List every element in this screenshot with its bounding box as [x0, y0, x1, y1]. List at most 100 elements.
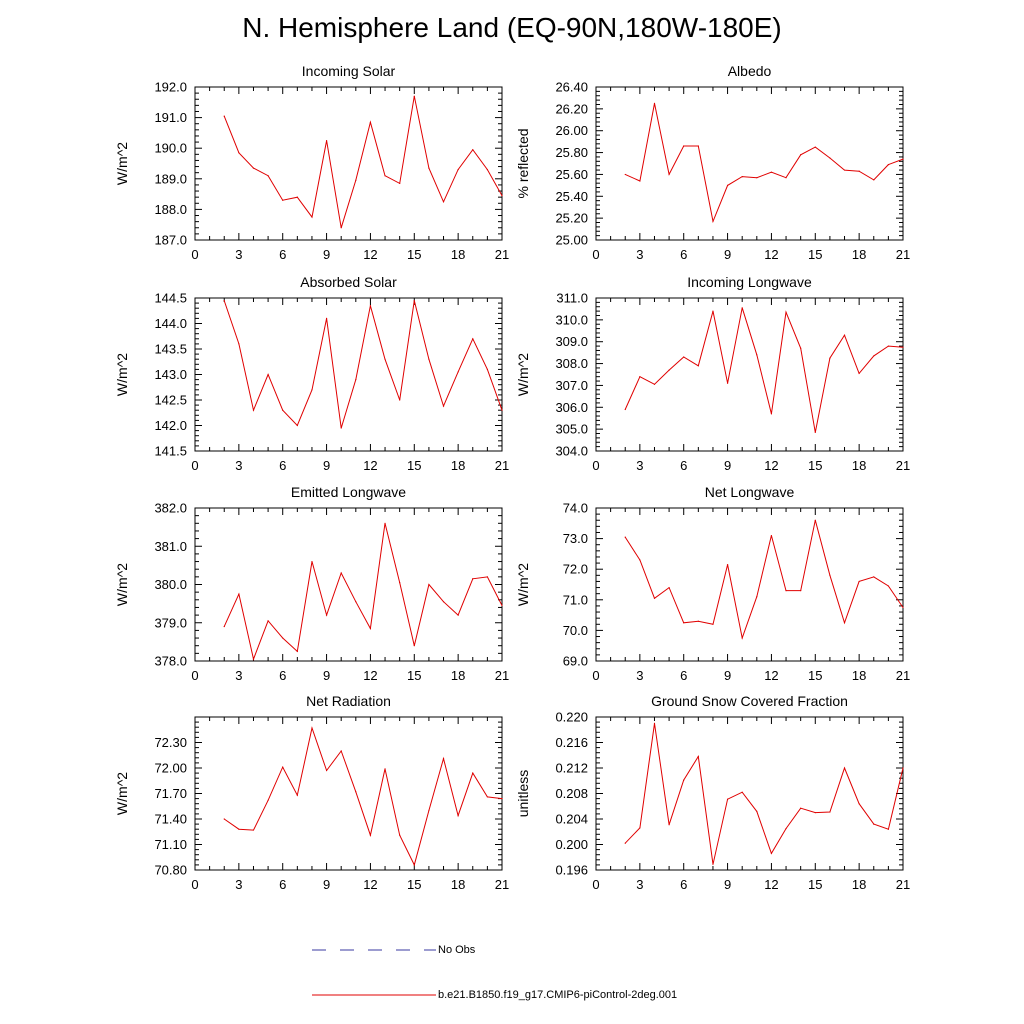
data-point — [697, 620, 699, 622]
legend-model-label: b.e21.B1850.f19_g17.CMIP6-piControl-2deg… — [438, 989, 678, 1001]
chart-title: Absorbed Solar — [300, 274, 397, 290]
y-axis-label: % reflected — [515, 128, 531, 198]
chart-title: Net Longwave — [705, 484, 795, 500]
x-tick-label: 9 — [323, 247, 330, 262]
data-point — [369, 305, 372, 307]
y-tick-label: 26.00 — [555, 123, 588, 138]
chart-title: Incoming Longwave — [687, 274, 812, 290]
data-point — [472, 772, 474, 774]
y-tick-label: 0.208 — [555, 786, 588, 801]
data-point — [399, 182, 401, 184]
data-point — [902, 606, 904, 609]
x-tick-label: 12 — [764, 877, 778, 892]
data-point — [785, 177, 787, 179]
x-tick-label: 9 — [323, 877, 330, 892]
data-point — [428, 358, 430, 360]
data-point — [668, 369, 670, 371]
data-point — [653, 102, 656, 104]
y-tick-label: 71.0 — [563, 592, 588, 607]
data-point — [712, 310, 714, 312]
data-point — [697, 755, 699, 758]
x-tick-label: 9 — [724, 458, 731, 473]
x-tick-label: 6 — [680, 458, 687, 473]
data-point — [355, 179, 357, 181]
y-tick-label: 71.70 — [154, 786, 187, 801]
data-point — [800, 807, 802, 809]
y-tick-label: 309.0 — [555, 334, 588, 349]
x-tick-label: 12 — [363, 247, 377, 262]
plot-frame — [194, 86, 503, 241]
x-tick-label: 18 — [451, 877, 465, 892]
x-tick-label: 9 — [323, 458, 330, 473]
x-tick-label: 3 — [636, 247, 643, 262]
data-point — [311, 216, 313, 218]
data-point — [472, 149, 474, 151]
data-point — [413, 299, 415, 302]
x-tick-label: 15 — [407, 877, 421, 892]
data-point — [296, 650, 298, 653]
data-point — [639, 827, 641, 829]
data-point — [442, 758, 445, 760]
y-tick-label: 25.00 — [555, 233, 588, 248]
x-tick-label: 15 — [808, 458, 822, 473]
x-tick-label: 0 — [191, 458, 198, 473]
series-line — [624, 520, 904, 640]
x-tick-label: 0 — [191, 877, 198, 892]
x-tick-label: 15 — [808, 668, 822, 683]
data-point — [887, 163, 889, 166]
data-point — [428, 583, 430, 586]
data-point — [814, 146, 816, 148]
data-point — [296, 794, 298, 796]
plot-frame — [194, 297, 503, 452]
legend-obs-swatch — [312, 949, 436, 951]
data-point — [384, 175, 386, 177]
data-point — [369, 121, 372, 123]
data-point — [770, 171, 773, 173]
data-point — [902, 767, 904, 769]
data-point — [311, 389, 313, 391]
data-point — [683, 356, 685, 358]
data-point — [238, 152, 240, 154]
data-point — [399, 399, 401, 401]
data-point — [873, 823, 875, 825]
chart-panel: Emitted Longwave W/m^2 0 3 6 9 12 15 18 21 378.0 37… — [114, 484, 509, 683]
data-point — [325, 614, 328, 616]
chart-panel: Ground Snow Covered Fraction unitless 0 3 6 9… — [515, 693, 910, 892]
x-tick-label: 0 — [592, 247, 599, 262]
x-tick-label: 21 — [495, 668, 509, 683]
data-point — [384, 522, 386, 524]
charts-canvas: Incoming Solar W/m^2 0 3 6 9 12 15 18 21 187.0 188.… — [114, 63, 910, 892]
y-tick-label: 304.0 — [555, 444, 588, 459]
x-tick-label: 18 — [852, 247, 866, 262]
data-point — [668, 586, 670, 589]
y-tick-label: 308.0 — [555, 356, 588, 371]
y-axis-label: W/m^2 — [114, 563, 130, 606]
data-point — [785, 590, 787, 592]
data-point — [457, 169, 459, 171]
y-tick-label: 25.60 — [555, 167, 588, 182]
y-tick-label: 26.40 — [555, 80, 588, 95]
data-point — [726, 798, 729, 800]
data-point — [442, 601, 445, 603]
y-tick-label: 144.0 — [154, 316, 187, 331]
x-tick-label: 18 — [451, 668, 465, 683]
y-axis-label: W/m^2 — [114, 142, 130, 185]
x-tick-label: 6 — [680, 247, 687, 262]
data-point — [756, 596, 758, 598]
y-tick-label: 305.0 — [555, 422, 588, 437]
y-tick-label: 189.0 — [154, 171, 187, 186]
data-point — [814, 431, 816, 434]
data-point — [267, 373, 269, 376]
x-tick-label: 6 — [279, 247, 286, 262]
data-point — [267, 175, 269, 177]
legend-model-swatch — [312, 994, 436, 996]
data-point — [829, 811, 831, 813]
x-tick-label: 15 — [808, 877, 822, 892]
data-point — [785, 827, 787, 830]
x-tick-label: 6 — [279, 877, 286, 892]
data-point — [238, 828, 240, 830]
data-point — [399, 834, 401, 836]
data-point — [340, 227, 342, 229]
chart-panel: Net Longwave W/m^2 0 3 6 9 12 15 18 21 69.0 70.0 71.… — [515, 484, 910, 683]
data-point — [457, 815, 459, 817]
